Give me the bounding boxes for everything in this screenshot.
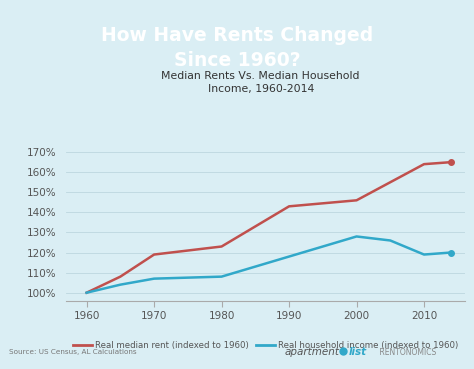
- Text: How Have Rents Changed
Since 1960?: How Have Rents Changed Since 1960?: [101, 26, 373, 70]
- Text: Source: US Census, AL Calculations: Source: US Census, AL Calculations: [9, 349, 137, 355]
- Text: list: list: [348, 347, 366, 358]
- Text: apartment: apartment: [284, 347, 339, 358]
- Legend: Real median rent (indexed to 1960), Real household income (indexed to 1960): Real median rent (indexed to 1960), Real…: [69, 338, 462, 354]
- Text: Median Rents Vs. Median Household
Income, 1960-2014: Median Rents Vs. Median Household Income…: [162, 71, 360, 94]
- Text: RENTONOMICS: RENTONOMICS: [377, 348, 436, 357]
